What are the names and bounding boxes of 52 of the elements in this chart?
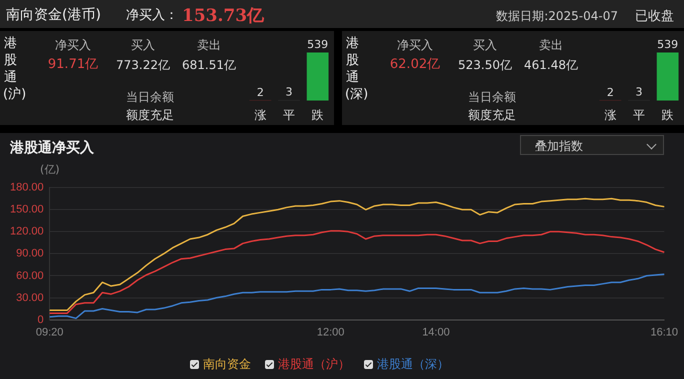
x-tick-label: 跌 <box>662 108 674 122</box>
text: 当日余额 <box>467 89 517 106</box>
x-tick-label: 跌 <box>312 108 324 122</box>
y-tick-label: 60.00 <box>16 270 44 282</box>
x-tick-label: 涨 <box>254 108 266 122</box>
text: 港股通(沪) <box>3 35 26 103</box>
text: 91.71亿 <box>46 56 100 74</box>
data-label: 2 <box>606 86 614 99</box>
text: 当日余额 <box>125 89 175 106</box>
text: 数据日期:2025-04-07 <box>496 8 618 25</box>
text: 净买入： <box>126 7 178 24</box>
text: 153.73亿 <box>182 5 264 27</box>
text: 62.02亿 <box>388 56 442 74</box>
data-label: 3 <box>286 86 292 99</box>
text: 461.48亿 <box>523 57 579 74</box>
x-tick-label: 09:20 <box>36 326 64 338</box>
text: 已收盘 <box>635 8 674 25</box>
text: 南向资金(港币) <box>6 6 101 24</box>
data-label: 539 <box>307 38 328 51</box>
y-tick-label: 90.00 <box>16 248 44 260</box>
x-tick-label: 平 <box>633 108 645 122</box>
data-label: 539 <box>657 38 678 51</box>
x-tick-label: 14:00 <box>422 326 450 338</box>
y-tick-label: 30.00 <box>16 292 44 304</box>
text: 523.50亿 <box>457 57 513 74</box>
text: 买入 <box>130 37 156 54</box>
x-tick-label: 平 <box>283 108 295 122</box>
text: 额度充足 <box>125 107 175 124</box>
chart-title: 港股通净买入 <box>10 139 94 157</box>
y-tick-label: 0 <box>38 314 44 326</box>
text: 港股通(深) <box>345 35 368 103</box>
x-tick-label: 涨 <box>604 108 616 122</box>
y-tick-label: 180.00 <box>10 182 44 194</box>
text: 773.22亿 <box>115 57 171 74</box>
x-tick-label: 12:00 <box>316 326 344 338</box>
text: 净买入 <box>54 37 92 54</box>
y-tick-label: 120.00 <box>10 226 44 238</box>
text: 买入 <box>472 37 498 54</box>
text: 南向资金 <box>203 356 251 373</box>
x-tick-label: 16:10 <box>650 326 678 338</box>
index-dropdown: 叠加指数 <box>520 135 664 155</box>
text: 额度充足 <box>467 107 517 124</box>
data-label: 2 <box>256 86 264 99</box>
text: 净买入 <box>396 37 434 54</box>
text: 卖出 <box>196 37 222 54</box>
y-tick-label: 150.00 <box>10 204 44 216</box>
text: 卖出 <box>538 37 564 54</box>
y-axis-title: (亿) <box>40 162 60 177</box>
text: 港股通（沪） <box>278 356 350 373</box>
text: 681.51亿 <box>181 57 237 74</box>
text: 港股通（深） <box>377 356 449 373</box>
data-label: 3 <box>636 86 642 99</box>
